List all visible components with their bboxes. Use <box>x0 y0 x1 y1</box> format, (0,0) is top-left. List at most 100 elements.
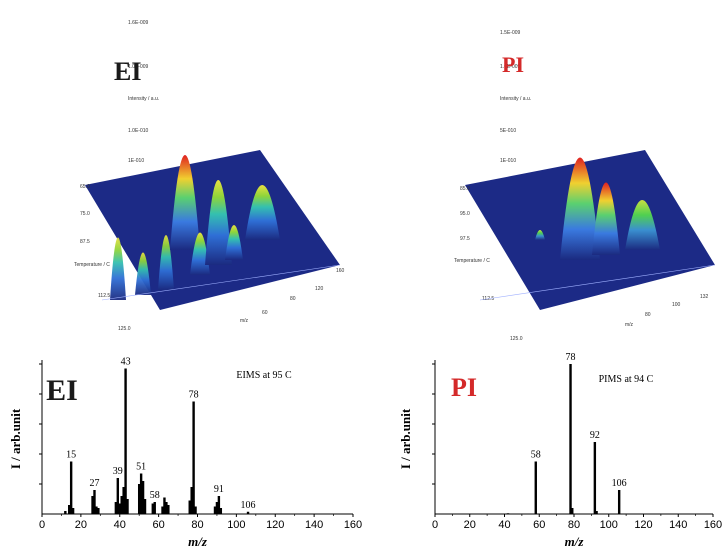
y-axis-label: I / arb.unit <box>8 408 23 469</box>
x-tick-label: 160 <box>704 519 722 531</box>
svg-text:5E-010: 5E-010 <box>500 128 516 134</box>
svg-text:Temperature / C: Temperature / C <box>454 258 490 264</box>
peak-label: 78 <box>189 390 199 401</box>
spectrum-bar <box>68 505 71 514</box>
svg-text:125.0: 125.0 <box>118 326 131 332</box>
svg-text:1.0E-010: 1.0E-010 <box>128 128 149 134</box>
svg-text:85.0: 85.0 <box>460 186 470 192</box>
spectrum-bar <box>165 502 168 514</box>
spectrum-bar <box>569 364 572 514</box>
svg-text:80: 80 <box>645 312 651 318</box>
spectrum-bar <box>617 490 621 514</box>
spectrum-mode-label: PI <box>451 373 477 402</box>
surface-ei-mode-label: EI <box>114 57 141 86</box>
x-tick-label: 80 <box>568 519 580 531</box>
svg-text:1E-010: 1E-010 <box>500 158 516 164</box>
spectrum-bar <box>116 478 120 514</box>
spectrum-bar <box>124 368 127 514</box>
svg-text:1.0E-009: 1.0E-009 <box>500 64 521 70</box>
svg-text:Intensity / a.u.: Intensity / a.u. <box>500 96 531 102</box>
spectrum-bar <box>571 508 574 514</box>
spectrum-bar <box>167 505 170 514</box>
svg-text:120: 120 <box>315 286 324 292</box>
svg-text:Intensity / a.u.: Intensity / a.u. <box>128 96 159 102</box>
spectrum-bar <box>93 490 96 514</box>
x-tick-label: 40 <box>498 519 510 531</box>
x-tick-label: 140 <box>305 519 323 531</box>
svg-text:60: 60 <box>262 310 268 316</box>
spectrum-bar <box>71 508 75 514</box>
spectrum-bar <box>95 506 98 514</box>
x-axis-label: m/z <box>188 534 208 549</box>
peak-label: 39 <box>113 466 123 477</box>
svg-text:97.5: 97.5 <box>460 236 470 242</box>
x-tick-label: 80 <box>191 519 203 531</box>
spectrum-bar <box>595 511 598 514</box>
spectrum-bar <box>153 502 156 514</box>
spectrum-bar <box>534 461 537 514</box>
spectrum-bar <box>69 461 73 514</box>
x-tick-label: 60 <box>533 519 545 531</box>
svg-text:160: 160 <box>336 268 345 274</box>
peak-label: 78 <box>566 352 576 363</box>
svg-text:125.0: 125.0 <box>510 336 523 342</box>
surface-plot-ei: 1.6E-009 1.0E-009 Intensity / a.u. 1.0E-01… <box>40 0 360 350</box>
x-tick-label: 0 <box>39 519 45 531</box>
peak-label: 58 <box>150 490 160 501</box>
spectrum-bar <box>163 497 166 514</box>
spectrum-bar <box>219 508 223 514</box>
peak-label: 51 <box>136 462 146 473</box>
spectrum-bar <box>593 442 597 514</box>
svg-text:m/z: m/z <box>625 322 634 328</box>
spectrum-bar <box>97 508 100 514</box>
svg-text:132: 132 <box>700 294 709 300</box>
svg-text:100: 100 <box>672 302 681 308</box>
spectrum-bar <box>91 496 94 514</box>
spectrum-pi-chart: 0 20 40 60 80 100 120 140 160 58 78 92 106 PIMS at 94… <box>398 352 722 549</box>
spectrum-bar <box>246 511 250 514</box>
y-axis-label: I / arb.unit <box>398 408 413 469</box>
x-tick-label: 60 <box>153 519 165 531</box>
spectrum-pi-panel: 0 20 40 60 80 100 120 140 160 58 78 92 106 PIMS at 94… <box>364 350 728 549</box>
spectrum-bar <box>188 500 191 514</box>
spectrum-bar <box>118 503 121 514</box>
spectrum-bar <box>190 487 193 514</box>
surface-plot-pi: 1.5E-009 1.0E-009 Intensity / a.u. 5E-010 … <box>420 0 720 350</box>
spectrum-title: EIMS at 95 C <box>236 370 292 381</box>
spectrum-bar <box>194 506 197 514</box>
x-tick-label: 40 <box>114 519 126 531</box>
svg-text:Temperature / C: Temperature / C <box>74 262 110 268</box>
peak-label: 27 <box>89 478 99 489</box>
x-tick-label: 20 <box>464 519 476 531</box>
spectrum-bar <box>217 496 221 514</box>
svg-text:1E-010: 1E-010 <box>128 158 144 164</box>
spectrum-bar <box>215 502 219 514</box>
x-tick-label: 100 <box>600 519 618 531</box>
peak-label: 92 <box>590 430 600 441</box>
spectrum-bar <box>137 484 141 514</box>
svg-text:87.5: 87.5 <box>80 239 90 245</box>
svg-text:1.6E-009: 1.6E-009 <box>128 20 149 26</box>
spectrum-bar <box>141 481 145 514</box>
svg-text:80: 80 <box>290 296 296 302</box>
spectrum-bar <box>213 506 217 514</box>
svg-text:m/z: m/z <box>240 318 249 324</box>
spectrum-title: PIMS at 94 C <box>599 374 654 385</box>
x-axis-label: m/z <box>565 534 585 549</box>
spectrum-ei-panel: 0 20 40 60 80 100 120 140 160 15 27 39 43 51 58 78 91 106… <box>0 350 364 550</box>
spectrum-bar <box>139 473 143 514</box>
svg-text:112.5: 112.5 <box>98 293 110 299</box>
spectrum-ei-chart: 0 20 40 60 80 100 120 140 160 15 27 39 43 51 58 78 91 106… <box>8 357 362 550</box>
surface-pi-mode-label: PI <box>502 52 524 77</box>
svg-text:95.0: 95.0 <box>460 211 470 217</box>
x-tick-label: 20 <box>75 519 87 531</box>
peak-label: 106 <box>241 500 256 511</box>
spectrum-bar <box>192 401 195 514</box>
spectrum-bar <box>151 503 154 514</box>
spectrum-bar <box>114 502 118 514</box>
x-tick-label: 140 <box>669 519 687 531</box>
svg-text:1.0E-009: 1.0E-009 <box>128 64 149 70</box>
x-tick-label: 100 <box>227 519 245 531</box>
svg-text:75.0: 75.0 <box>80 211 90 217</box>
x-tick-label: 120 <box>266 519 284 531</box>
